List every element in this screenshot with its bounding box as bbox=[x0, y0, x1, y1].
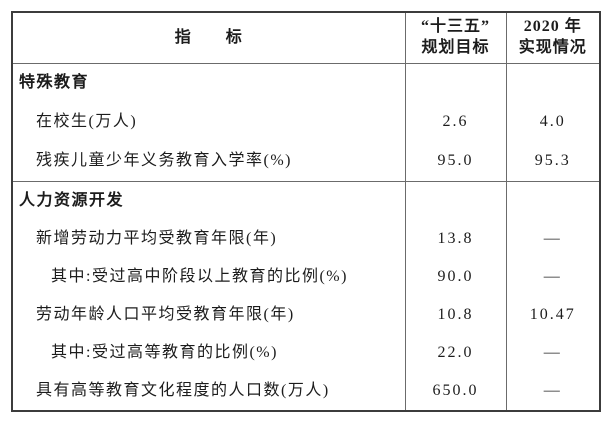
indicators-table: 指 标 “十三五” 规划目标 2020 年 实现情况 特殊教育 在校生(万人) … bbox=[11, 11, 601, 412]
header-indicator: 指 标 bbox=[12, 12, 405, 64]
plan-value: 10.8 bbox=[404, 296, 506, 334]
actual-value bbox=[505, 63, 600, 103]
table-row-higher-education-ratio: 其中:受过高等教育的比例(%) 22.0 — bbox=[12, 334, 600, 372]
actual-value: 10.47 bbox=[505, 296, 600, 334]
table-row-higher-education-population: 具有高等教育文化程度的人口数(万人) 650.0 — bbox=[12, 372, 600, 411]
actual-value: — bbox=[505, 372, 600, 411]
table-header-row: 指 标 “十三五” 规划目标 2020 年 实现情况 bbox=[12, 12, 600, 64]
actual-value bbox=[505, 181, 600, 220]
row-label: 在校生(万人) bbox=[36, 113, 138, 131]
table-row-section-human-resources: 人力资源开发 bbox=[12, 181, 600, 220]
actual-value: 95.3 bbox=[505, 142, 600, 182]
row-label: 新增劳动力平均受教育年限(年) bbox=[36, 229, 278, 247]
row-label: 特殊教育 bbox=[19, 74, 90, 92]
row-label: 残疾儿童少年义务教育入学率(%) bbox=[36, 152, 292, 170]
plan-value: 2.6 bbox=[404, 103, 506, 142]
row-label: 劳动年龄人口平均受教育年限(年) bbox=[36, 305, 295, 323]
table-row-section-special-education: 特殊教育 bbox=[12, 63, 600, 103]
row-label: 其中:受过高中阶段以上教育的比例(%) bbox=[51, 267, 348, 285]
row-label: 人力资源开发 bbox=[12, 181, 405, 220]
actual-value: — bbox=[505, 220, 600, 258]
plan-value bbox=[404, 181, 506, 220]
plan-value: 22.0 bbox=[404, 334, 506, 372]
plan-value: 95.0 bbox=[404, 142, 506, 182]
actual-value: 4.0 bbox=[505, 103, 600, 142]
actual-value: — bbox=[505, 334, 600, 372]
table-row-new-labor-education-years: 新增劳动力平均受教育年限(年) 13.8 — bbox=[12, 220, 600, 258]
table-row-high-school-above-ratio: 其中:受过高中阶段以上教育的比例(%) 90.0 — bbox=[12, 258, 600, 296]
plan-value: 650.0 bbox=[404, 372, 506, 411]
table-row-disabled-children-enrollment: 残疾儿童少年义务教育入学率(%) 95.0 95.3 bbox=[12, 142, 600, 182]
plan-value: 13.8 bbox=[404, 220, 506, 258]
actual-value: — bbox=[505, 258, 600, 296]
header-plan-target: “十三五” 规划目标 bbox=[404, 12, 506, 64]
table-row-enrolled-students: 在校生(万人) 2.6 4.0 bbox=[12, 103, 600, 142]
plan-value: 90.0 bbox=[404, 258, 506, 296]
table-row-working-age-education-years: 劳动年龄人口平均受教育年限(年) 10.8 10.47 bbox=[12, 296, 600, 334]
header-2020-actual: 2020 年 实现情况 bbox=[505, 12, 600, 64]
plan-value bbox=[404, 63, 506, 103]
row-label: 其中:受过高等教育的比例(%) bbox=[51, 343, 278, 361]
row-label: 具有高等教育文化程度的人口数(万人) bbox=[36, 381, 330, 399]
